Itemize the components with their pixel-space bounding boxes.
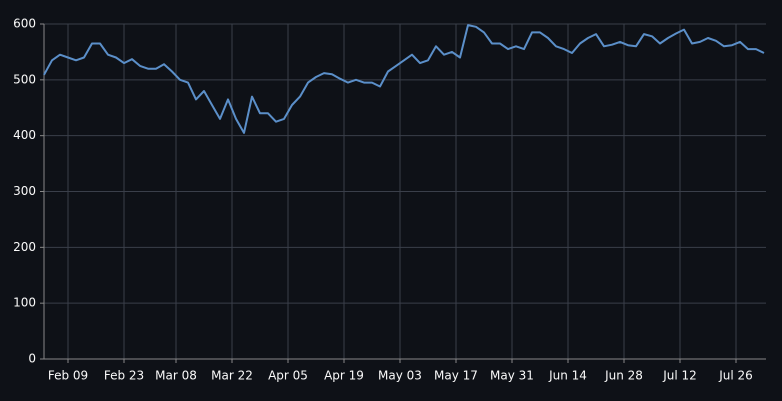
x-tick-label: Jun 28 (604, 369, 643, 383)
x-tick-label: Mar 22 (211, 369, 253, 383)
line-series (43, 24, 765, 134)
x-tick-label: Feb 23 (104, 369, 144, 383)
x-tick-label: May 17 (434, 369, 478, 383)
x-tick-label: Feb 09 (48, 369, 88, 383)
x-tick-label: Jul 26 (718, 369, 753, 383)
x-tick-label: Apr 05 (268, 369, 308, 383)
x-tick-label: May 03 (378, 369, 422, 383)
x-tick-label: Jun 14 (548, 369, 587, 383)
y-tick-label: 0 (28, 352, 36, 366)
x-tick-label: May 31 (490, 369, 534, 383)
y-tick-label: 600 (13, 17, 36, 31)
y-tick-label: 300 (13, 184, 36, 198)
x-tick-label: Jul 12 (662, 369, 697, 383)
y-tick-label: 500 (13, 72, 36, 86)
y-tick-label: 200 (13, 240, 36, 254)
x-tick-label: Mar 08 (155, 369, 197, 383)
y-tick-label: 100 (13, 296, 36, 310)
x-tick-label: Apr 19 (324, 369, 364, 383)
y-tick-label: 400 (13, 128, 36, 142)
